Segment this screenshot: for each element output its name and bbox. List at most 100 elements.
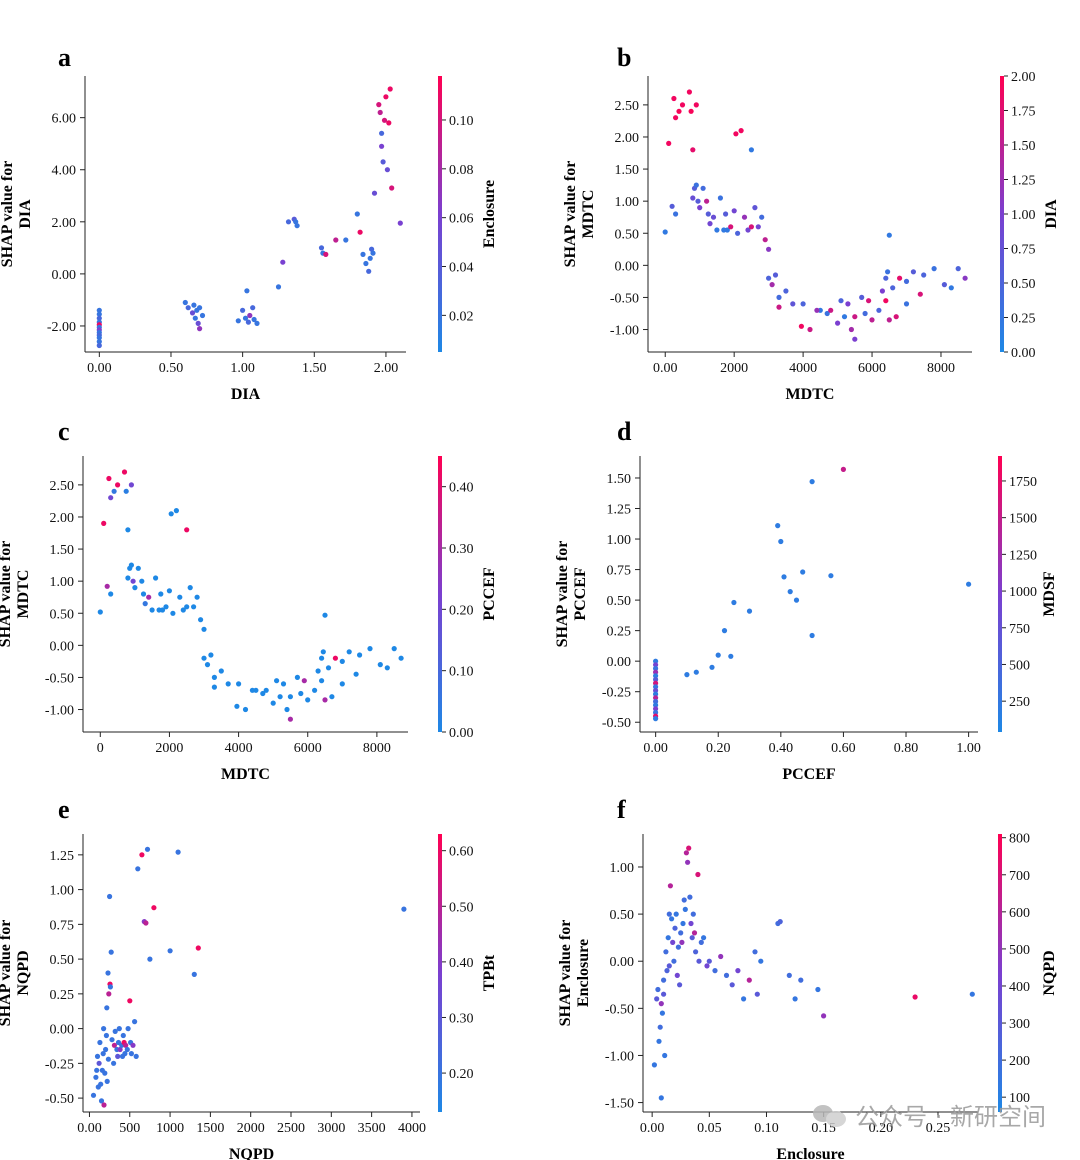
data-point	[98, 1081, 104, 1087]
y-axis-label: SHAP value forPCCEF	[554, 541, 589, 648]
y-tick-label: -1.00	[605, 1049, 634, 1064]
x-tick-label: 1.00	[956, 741, 981, 756]
x-tick-label: 8000	[927, 361, 955, 376]
data-point	[275, 284, 282, 290]
x-tick-label: 0.00	[87, 361, 112, 376]
x-tick-label: 0.50	[159, 361, 184, 376]
data-point	[305, 697, 311, 703]
panel-letter: b	[617, 43, 631, 72]
data-point	[731, 599, 737, 606]
colorbar-tick-label: 1.25	[1011, 174, 1036, 189]
data-point	[270, 700, 276, 706]
colorbar-tick-label: 400	[1009, 980, 1030, 995]
colorbar	[998, 456, 1002, 732]
data-point	[941, 282, 948, 288]
data-point	[848, 326, 855, 333]
colorbar-tick-label: 0.10	[449, 114, 474, 129]
x-tick-label: 500	[119, 1121, 140, 1136]
colorbar-label: DIA	[1043, 199, 1060, 229]
data-point	[184, 527, 190, 533]
data-point	[124, 1046, 130, 1053]
data-point	[285, 219, 292, 225]
x-tick-label: 6000	[294, 741, 322, 756]
x-axis-label: DIA	[231, 386, 261, 403]
y-tick-label: 0.00	[50, 1023, 75, 1038]
data-point	[159, 607, 166, 613]
data-point	[333, 237, 339, 243]
data-point	[103, 1032, 109, 1039]
x-tick-label: 2000	[155, 741, 183, 756]
data-point	[809, 632, 815, 639]
x-axis-label: MDTC	[786, 386, 835, 403]
data-point	[323, 251, 329, 257]
y-tick-label: 1.00	[610, 861, 635, 876]
y-tick-label: 6.00	[52, 112, 77, 127]
colorbar-tick-label: 1.75	[1011, 105, 1036, 120]
panel-a: a 0.00 0.50 1.00 1.50 2.00 -2.00 0.00 2.00 4.00 6.…	[0, 43, 498, 403]
data-point	[108, 591, 114, 597]
data-point	[250, 305, 256, 311]
data-point	[123, 1042, 129, 1048]
data-point	[890, 285, 896, 291]
data-point	[384, 167, 390, 173]
data-point	[185, 305, 191, 311]
data-point	[104, 1078, 110, 1084]
data-point	[201, 626, 207, 632]
data-point	[809, 479, 815, 485]
data-point	[357, 652, 363, 658]
data-point	[122, 1051, 128, 1057]
x-tick-label: 0.80	[894, 741, 919, 756]
colorbar-tick-label: 0.02	[449, 309, 474, 324]
data-point	[879, 288, 886, 294]
x-tick-label: 4000	[789, 361, 817, 376]
data-point	[653, 669, 659, 675]
data-point	[274, 678, 280, 684]
data-point	[776, 304, 782, 310]
data-point	[798, 977, 804, 983]
y-tick-label: -0.50	[610, 291, 639, 306]
data-point	[680, 920, 686, 927]
data-point	[917, 291, 923, 297]
y-tick-label: 0.50	[50, 953, 75, 968]
x-tick-label: 3500	[358, 1121, 386, 1136]
x-tick-label: 0.00	[643, 741, 668, 756]
data-point	[287, 694, 293, 700]
data-point	[96, 315, 102, 321]
x-tick-label: 2000	[720, 361, 748, 376]
y-axis-label: SHAP value forNQPD	[0, 920, 32, 1027]
data-point	[387, 86, 393, 92]
data-point	[135, 866, 141, 872]
data-point	[671, 95, 677, 102]
data-point	[191, 302, 197, 308]
colorbar-tick-label: 250	[1009, 695, 1030, 710]
y-tick-label: -0.25	[45, 1057, 74, 1072]
data-point	[783, 288, 789, 294]
data-point	[386, 120, 392, 126]
data-point	[318, 245, 325, 251]
data-point	[709, 664, 715, 670]
y-tick-label: -0.50	[605, 1002, 634, 1017]
data-point	[135, 565, 141, 571]
data-point	[339, 658, 345, 665]
data-point	[671, 958, 677, 964]
data-point	[769, 282, 775, 288]
data-point	[322, 697, 328, 703]
data-point	[718, 953, 724, 960]
data-point	[247, 312, 253, 319]
data-point	[717, 195, 724, 201]
y-tick-label: 1.25	[50, 849, 75, 864]
data-point	[294, 223, 300, 229]
data-point	[790, 301, 796, 307]
data-point	[208, 652, 214, 658]
y-tick-label: -1.00	[610, 324, 639, 339]
data-point	[653, 702, 659, 708]
data-point	[752, 949, 758, 955]
y-tick-label: 0.25	[607, 625, 632, 640]
data-point	[883, 298, 889, 304]
y-tick-label: 2.00	[615, 131, 640, 146]
data-point	[723, 972, 730, 979]
data-point	[106, 475, 112, 482]
data-point	[379, 143, 385, 149]
data-point	[201, 655, 207, 661]
